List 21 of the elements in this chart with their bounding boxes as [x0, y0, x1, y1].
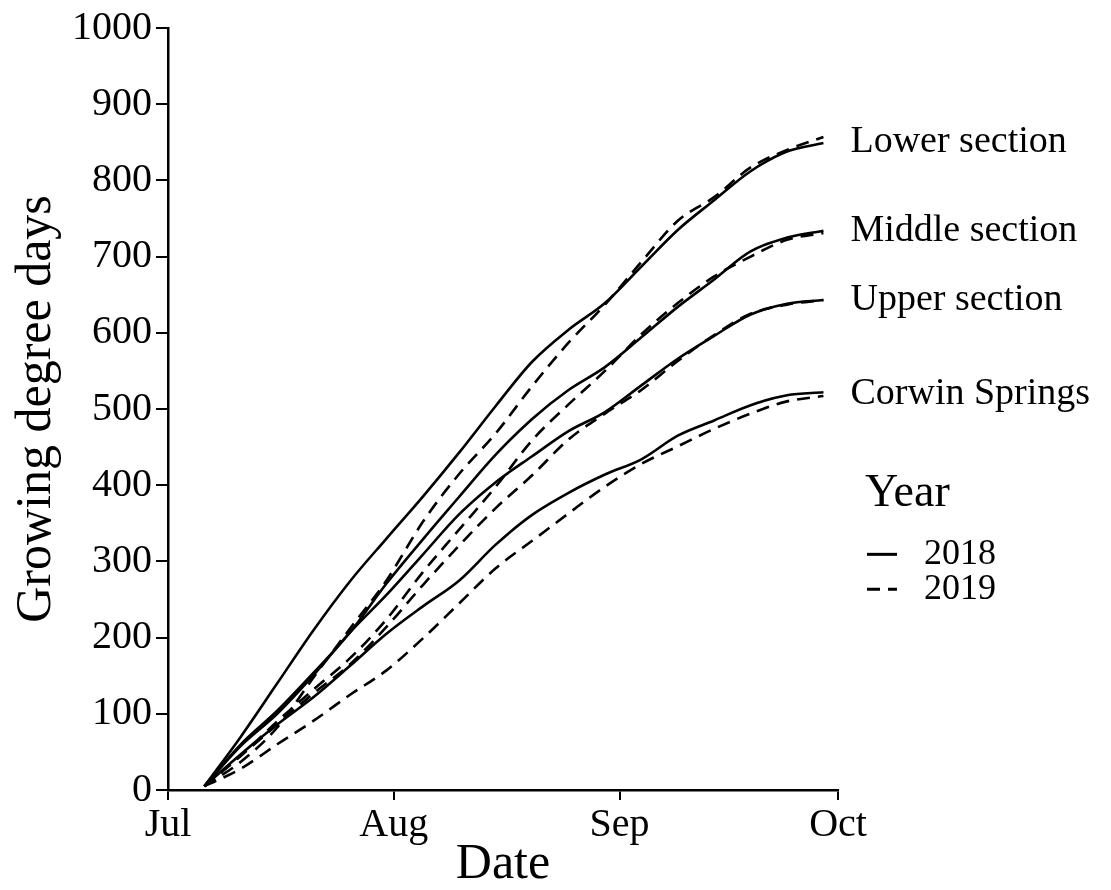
x-tick-label: Aug — [359, 799, 429, 845]
x-axis-title: Date — [455, 833, 551, 890]
y-axis-title: Growing degree days — [5, 195, 62, 623]
x-tick-label: Sep — [589, 799, 650, 845]
legend-title: Year — [865, 465, 950, 517]
annotation: Middle section — [850, 207, 1078, 250]
annotation: Corwin Springs — [850, 369, 1091, 412]
y-tick-label: 300 — [92, 535, 152, 581]
annotation: Upper section — [850, 276, 1063, 319]
y-tick-label: 0 — [132, 764, 152, 810]
y-tick-label: 500 — [92, 383, 152, 429]
y-tick-label: 100 — [92, 688, 152, 734]
y-tick-label: 600 — [92, 307, 152, 353]
annotation: Lower section — [850, 118, 1067, 161]
y-tick-label: 200 — [92, 612, 152, 658]
y-tick-label: 900 — [92, 78, 152, 124]
y-tick-label: 800 — [92, 154, 152, 200]
x-tick-label: Oct — [809, 799, 867, 845]
y-tick-label: 700 — [92, 231, 152, 277]
y-tick-label: 400 — [92, 459, 152, 505]
y-tick-label: 1000 — [72, 2, 152, 48]
